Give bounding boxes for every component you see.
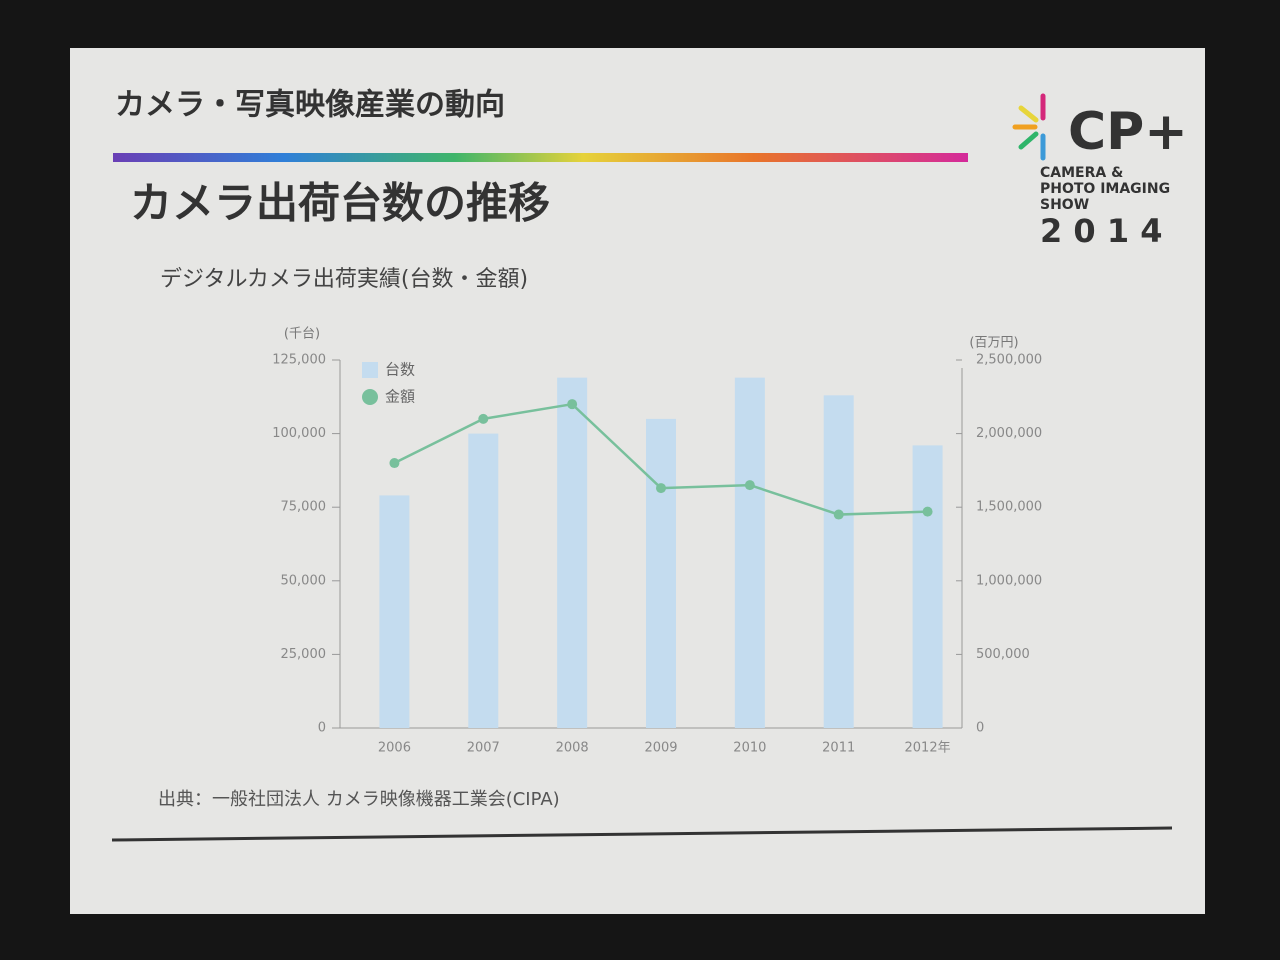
x-tick-label: 2007 — [467, 741, 500, 756]
legend-swatch — [362, 389, 378, 405]
logo-mark: CP+ — [1068, 102, 1188, 162]
bar — [912, 445, 943, 728]
source: 出典：一般社団法人 カメラ映像機器工業会(CIPA) — [158, 789, 560, 810]
y2-axis-label: (百万円) — [969, 336, 1018, 351]
bar — [734, 377, 765, 728]
y-tick-label: 50,000 — [281, 573, 327, 588]
x-tick-label: 2009 — [644, 741, 677, 756]
point — [922, 506, 933, 517]
y2-tick-label: 500,000 — [976, 647, 1030, 662]
y2-tick-label: 2,000,000 — [976, 426, 1042, 441]
logo-line: PHOTO IMAGING — [1040, 181, 1170, 197]
point — [744, 480, 755, 491]
legend-swatch — [362, 362, 378, 378]
y2-tick-label: 0 — [976, 721, 984, 736]
slide — [70, 48, 1205, 914]
rainbow-bar — [113, 153, 968, 162]
legend-label: 台数 — [385, 361, 415, 379]
y2-tick-label: 1,500,000 — [976, 500, 1042, 515]
point — [833, 509, 844, 520]
y-tick-label: 125,000 — [272, 353, 326, 368]
x-tick-label: 2011 — [822, 741, 855, 756]
x-tick-label: 2012年 — [905, 741, 951, 756]
logo-line: SHOW — [1040, 197, 1089, 213]
chart-title: デジタルカメラ出荷実績(台数・金額) — [160, 267, 528, 292]
bar — [379, 495, 410, 728]
footer-rule — [111, 826, 1173, 842]
y-axis-label: (千台) — [284, 327, 320, 342]
bar — [557, 377, 588, 728]
y-tick-label: 25,000 — [281, 647, 327, 662]
bar — [646, 418, 676, 728]
y-tick-label: 75,000 — [281, 500, 327, 515]
y-tick-label: 0 — [318, 721, 326, 736]
x-tick-label: 2010 — [733, 741, 766, 756]
logo-year: 2 0 1 4 — [1040, 212, 1162, 250]
y-tick-label: 100,000 — [272, 426, 326, 441]
logo-line: CAMERA & — [1040, 165, 1123, 181]
y2-tick-label: 1,000,000 — [976, 573, 1042, 588]
legend-label: 金額 — [385, 388, 415, 406]
bar — [823, 395, 854, 728]
header: カメラ・写真映像産業の動向 — [115, 88, 505, 123]
point — [389, 458, 400, 469]
y2-tick-label: 2,500,000 — [976, 353, 1042, 368]
point — [567, 399, 578, 410]
x-tick-label: 2008 — [556, 741, 589, 756]
bar — [468, 433, 499, 728]
x-tick-label: 2006 — [378, 741, 411, 756]
logo-star — [1012, 93, 1046, 161]
point — [656, 483, 666, 494]
slide-title: カメラ出荷台数の推移 — [130, 179, 550, 228]
point — [478, 413, 489, 424]
